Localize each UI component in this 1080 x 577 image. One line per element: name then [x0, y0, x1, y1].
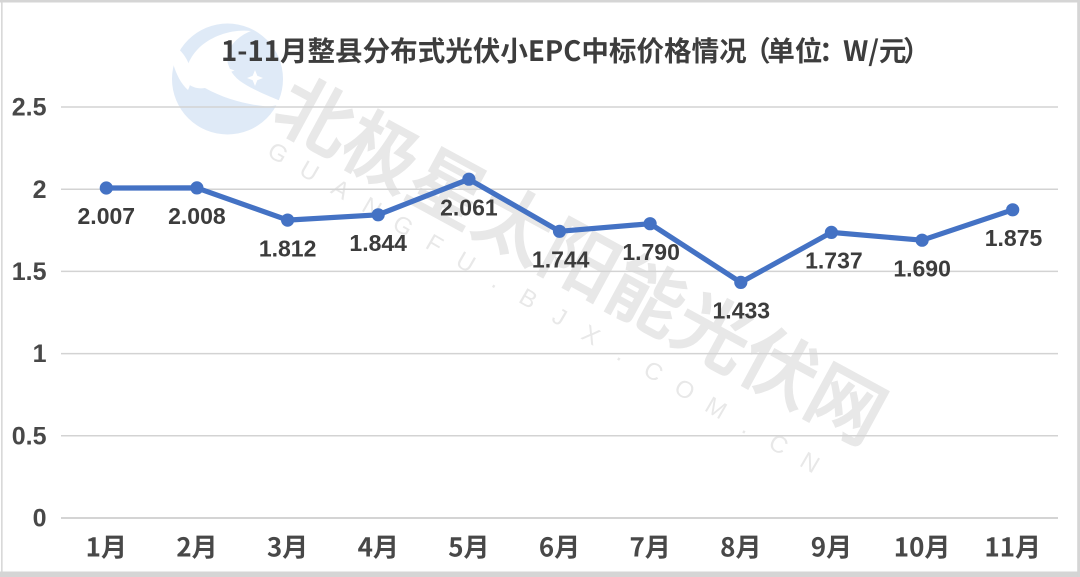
svg-text:B: B — [514, 283, 541, 314]
svg-text:2.008: 2.008 — [168, 203, 226, 229]
svg-text:U: U — [451, 247, 480, 279]
svg-text:1.790: 1.790 — [622, 239, 680, 265]
svg-text:0.5: 0.5 — [12, 422, 47, 450]
svg-text:M: M — [700, 392, 731, 425]
svg-text:1.433: 1.433 — [713, 298, 771, 324]
svg-text:X: X — [577, 320, 604, 351]
svg-text:C: C — [764, 429, 793, 461]
svg-text:2: 2 — [33, 176, 47, 204]
svg-text:C: C — [639, 356, 668, 388]
svg-text:U: U — [295, 156, 324, 188]
svg-text:0: 0 — [33, 505, 47, 533]
svg-text:2.061: 2.061 — [440, 194, 498, 220]
svg-text:1.875: 1.875 — [985, 225, 1043, 251]
svg-text:G: G — [263, 137, 293, 170]
svg-text:1.812: 1.812 — [259, 235, 317, 261]
svg-text:1.690: 1.690 — [893, 255, 951, 281]
svg-text:1.844: 1.844 — [349, 230, 407, 256]
svg-text:J: J — [547, 303, 571, 332]
svg-text:1.5: 1.5 — [12, 258, 47, 286]
svg-text:1.737: 1.737 — [805, 248, 863, 274]
svg-text:1.744: 1.744 — [532, 247, 590, 273]
svg-text:1: 1 — [33, 340, 47, 368]
svg-text:N: N — [795, 447, 824, 479]
svg-text:F: F — [421, 229, 447, 260]
svg-text:2.007: 2.007 — [78, 203, 136, 229]
svg-text:O: O — [670, 374, 700, 407]
svg-text:2.5: 2.5 — [12, 94, 47, 122]
